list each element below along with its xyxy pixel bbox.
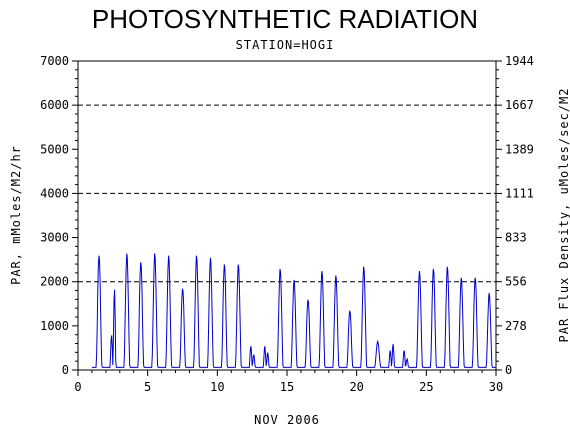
y-axis-left: 0 1000 2000 3000 4000 5000 6000 7000 [40, 54, 78, 377]
x-tick-label: 0 [74, 380, 81, 394]
y2-axis-label: PAR Flux Density, uMoles/sec/M2 [557, 88, 570, 343]
x-tick-label: 20 [349, 380, 363, 394]
x-axis: 0 5 10 15 20 25 30 [74, 370, 503, 394]
y2-tick-label: 1111 [505, 186, 534, 200]
x-tick-label: 25 [419, 380, 433, 394]
y2-tick-label: 833 [505, 231, 527, 245]
x-axis-label: NOV 2006 [254, 413, 320, 427]
y-tick-label: 0 [62, 363, 69, 377]
y-tick-label: 1000 [40, 319, 69, 333]
y-axis-label: PAR, mMoles/M2/hr [9, 145, 23, 285]
x-tick-label: 30 [489, 380, 503, 394]
x-tick-label: 10 [210, 380, 224, 394]
y-tick-label: 5000 [40, 142, 69, 156]
par-series-line [91, 253, 496, 368]
x-tick-label: 5 [144, 380, 151, 394]
y2-tick-label: 278 [505, 319, 527, 333]
grid-lines [78, 104, 496, 283]
y2-tick-label: 556 [505, 275, 527, 289]
y2-tick-label: 1389 [505, 142, 534, 156]
plot-frame [77, 60, 497, 371]
y-axis-right: 0 278 556 833 1111 1389 1667 1944 [496, 54, 534, 377]
y-tick-label: 6000 [40, 98, 69, 112]
y2-tick-label: 0 [505, 363, 512, 377]
y-tick-label: 4000 [40, 186, 69, 200]
chart-subtitle: STATION=HOGI [235, 38, 335, 52]
y2-tick-label: 1667 [505, 98, 534, 112]
y-tick-label: 3000 [40, 231, 69, 245]
y-tick-label: 7000 [40, 54, 69, 68]
chart-title: PHOTOSYNTHETIC RADIATION [91, 4, 479, 34]
y2-tick-label: 1944 [505, 54, 534, 68]
y-tick-label: 2000 [40, 275, 69, 289]
x-tick-label: 15 [280, 380, 294, 394]
